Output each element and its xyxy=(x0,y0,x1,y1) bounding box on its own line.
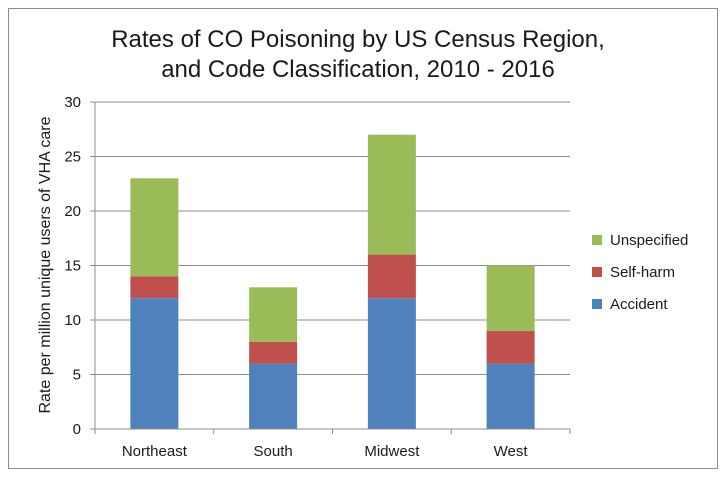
bar-northeast-self-harm xyxy=(130,276,179,299)
x-category-labels: Northeast South Midwest West xyxy=(122,443,529,460)
bar-west-self-harm xyxy=(486,330,535,364)
y-tick-labels: 0 5 10 15 20 25 30 xyxy=(64,94,81,438)
x-category-label: West xyxy=(494,443,529,460)
legend-swatch-unspecified xyxy=(592,235,602,245)
bar-midwest-unspecified xyxy=(367,134,416,255)
bar-south-unspecified xyxy=(249,287,298,342)
y-tick-label: 20 xyxy=(64,203,81,220)
bar-west-accident xyxy=(486,363,535,429)
y-tick-label: 30 xyxy=(64,94,81,111)
x-category-label: Northeast xyxy=(122,443,188,460)
legend-label-self-harm: Self-harm xyxy=(610,264,675,281)
y-tick-label: 5 xyxy=(73,367,81,384)
legend-swatch-accident xyxy=(592,299,602,309)
bars xyxy=(130,134,535,429)
bar-south-self-harm xyxy=(249,341,298,364)
y-axis-label: Rate per million unique users of VHA car… xyxy=(37,116,54,413)
bar-northeast-accident xyxy=(130,298,179,429)
bar-south-accident xyxy=(249,363,298,429)
chart-title-line-1: Rates of CO Poisoning by US Census Regio… xyxy=(111,26,605,53)
legend-label-unspecified: Unspecified xyxy=(610,232,688,249)
chart-title-line-2: and Code Classification, 2010 - 2016 xyxy=(161,56,555,83)
legend-swatch-self-harm xyxy=(592,267,602,277)
y-tick-label: 0 xyxy=(73,421,81,438)
legend-label-accident: Accident xyxy=(610,296,668,313)
bar-northeast-unspecified xyxy=(130,178,179,277)
legend: Unspecified Self-harm Accident xyxy=(592,232,688,313)
x-category-label: Midwest xyxy=(364,443,420,460)
y-tick-label: 10 xyxy=(64,312,81,329)
y-tick-label: 15 xyxy=(64,258,81,275)
axes xyxy=(94,102,571,434)
bar-midwest-accident xyxy=(367,298,416,429)
x-category-label: South xyxy=(254,443,293,460)
bar-midwest-self-harm xyxy=(367,254,416,299)
bar-west-unspecified xyxy=(486,265,535,331)
y-tick-label: 25 xyxy=(64,149,81,166)
